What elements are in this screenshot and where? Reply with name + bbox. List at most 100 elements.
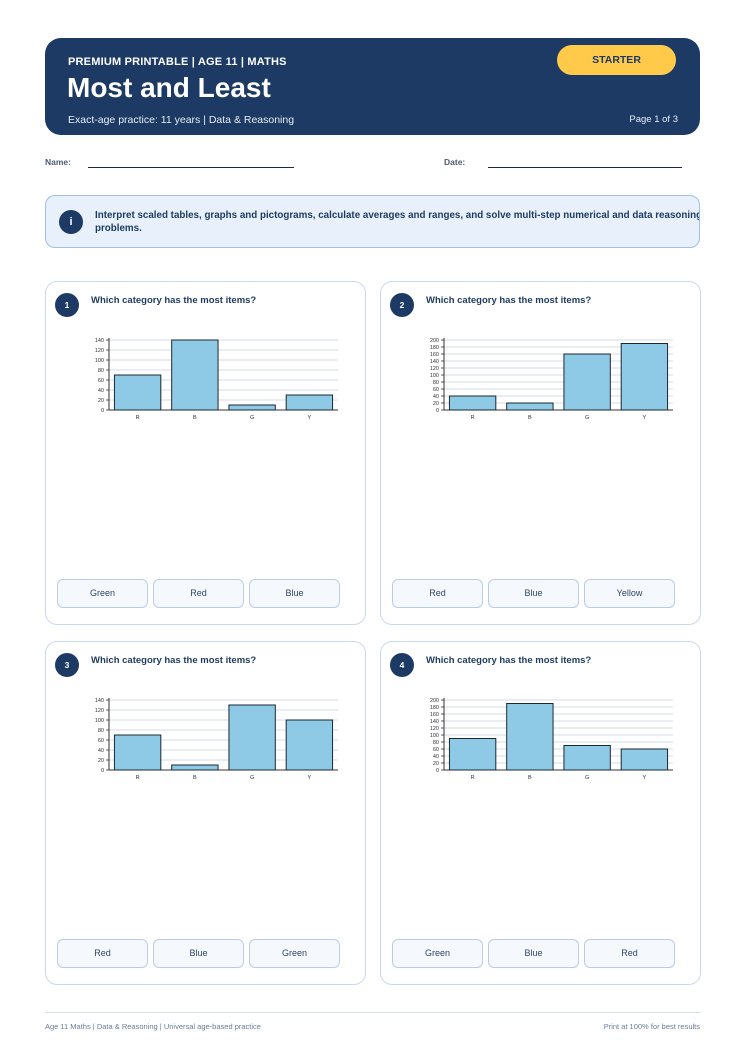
question-number: 3 (55, 653, 79, 677)
answer-option[interactable]: Red (153, 579, 244, 608)
bar (448, 738, 497, 771)
question-number: 4 (390, 653, 414, 677)
y-tick-label: 100 (95, 358, 104, 364)
x-tick-label: B (528, 415, 532, 421)
answer-option[interactable]: Green (249, 939, 340, 968)
y-tick-label: 80 (433, 380, 439, 386)
y-tick-label: 180 (430, 345, 439, 351)
header-subtitle: Exact-age practice: 11 years | Data & Re… (68, 114, 295, 126)
instructions-text: Interpret scaled tables, graphs and pict… (95, 210, 700, 234)
name-label: Name: (45, 157, 71, 167)
bar (113, 374, 162, 411)
bar (506, 402, 554, 411)
y-tick-label: 0 (436, 768, 439, 774)
question-prompt: Which category has the most items? (426, 655, 592, 666)
x-tick-label: R (136, 775, 140, 781)
date-label: Date: (444, 157, 466, 167)
y-tick-label: 60 (433, 747, 439, 753)
answer-option[interactable]: Red (57, 939, 148, 968)
x-tick-label: R (471, 775, 475, 781)
answer-option[interactable]: Blue (488, 939, 579, 968)
y-tick-label: 60 (98, 738, 104, 744)
x-tick-label: B (193, 775, 197, 781)
y-tick-label: 20 (98, 398, 104, 404)
y-tick-label: 140 (95, 698, 104, 704)
x-tick-label: Y (643, 415, 647, 421)
y-tick-label: 60 (433, 387, 439, 393)
name-field[interactable] (88, 167, 294, 168)
y-tick-label: 140 (95, 338, 104, 344)
y-tick-label: 40 (433, 754, 439, 760)
answer-option[interactable]: Blue (249, 579, 340, 608)
x-tick-label: B (528, 775, 532, 781)
question-card: 2 Which category has the most items? 0 20… (380, 281, 701, 625)
y-tick-label: 0 (101, 408, 104, 414)
footer-right: Print at 100% for best results (603, 1022, 700, 1031)
y-tick-label: 20 (433, 761, 439, 767)
y-tick-label: 200 (430, 338, 439, 344)
bar (563, 353, 611, 411)
x-tick-label: G (585, 415, 589, 421)
date-field[interactable] (488, 167, 682, 168)
page-title: Most and Least (67, 72, 271, 103)
bar (171, 764, 219, 771)
bar (285, 394, 334, 411)
y-tick-label: 80 (433, 740, 439, 746)
y-tick-label: 40 (98, 748, 104, 754)
x-tick-label: G (250, 775, 254, 781)
y-tick-label: 120 (430, 726, 439, 732)
bar (228, 404, 276, 411)
x-tick-label: R (136, 415, 140, 421)
y-tick-label: 40 (433, 394, 439, 400)
y-tick-label: 60 (98, 378, 104, 384)
worksheet-header: PREMIUM PRINTABLE | AGE 11 | MATHS Most … (45, 38, 700, 135)
y-tick-label: 100 (430, 373, 439, 379)
answer-option[interactable]: Red (392, 579, 483, 608)
bar (448, 395, 497, 411)
x-tick-label: R (471, 415, 475, 421)
info-icon: i (59, 210, 83, 234)
y-tick-label: 20 (433, 401, 439, 407)
x-tick-label: Y (643, 775, 647, 781)
y-tick-label: 120 (95, 348, 104, 354)
footer-divider (45, 1012, 700, 1013)
y-tick-label: 0 (101, 768, 104, 774)
bar (113, 734, 162, 771)
bar (620, 748, 669, 771)
y-tick-label: 160 (430, 712, 439, 718)
answer-option[interactable]: Blue (153, 939, 244, 968)
answer-option[interactable]: Red (584, 939, 675, 968)
x-tick-label: Y (308, 775, 312, 781)
question-card: 3 Which category has the most items? 0 20… (45, 641, 366, 985)
answer-option[interactable]: Green (57, 579, 148, 608)
answer-option[interactable]: Blue (488, 579, 579, 608)
y-tick-label: 40 (98, 388, 104, 394)
y-tick-label: 200 (430, 698, 439, 704)
level-badge: STARTER (557, 45, 676, 75)
y-tick-label: 80 (98, 368, 104, 374)
bar-chart: 0 20 40 60 80 100 120 140 R B G Y (95, 338, 338, 421)
x-tick-label: Y (308, 415, 312, 421)
y-tick-label: 20 (98, 758, 104, 764)
question-number: 2 (390, 293, 414, 317)
bar (228, 704, 276, 771)
bar (285, 719, 334, 771)
x-tick-label: G (250, 415, 254, 421)
answer-option[interactable]: Yellow (584, 579, 675, 608)
bar (620, 343, 669, 411)
question-card: 1 Which category has the most items? 0 20… (45, 281, 366, 625)
bar (171, 339, 219, 411)
question-number: 1 (55, 293, 79, 317)
y-tick-label: 0 (436, 408, 439, 414)
bar-chart: 0 20 40 60 80 100 120 140 R B G Y (95, 698, 338, 781)
question-prompt: Which category has the most items? (91, 655, 257, 666)
answer-option[interactable]: Green (392, 939, 483, 968)
bar (563, 745, 611, 771)
instructions-box: i Interpret scaled tables, graphs and pi… (45, 195, 700, 248)
y-tick-label: 80 (98, 728, 104, 734)
y-tick-label: 180 (430, 705, 439, 711)
header-kicker: PREMIUM PRINTABLE | AGE 11 | MATHS (68, 56, 287, 68)
x-tick-label: G (585, 775, 589, 781)
y-tick-label: 100 (95, 718, 104, 724)
